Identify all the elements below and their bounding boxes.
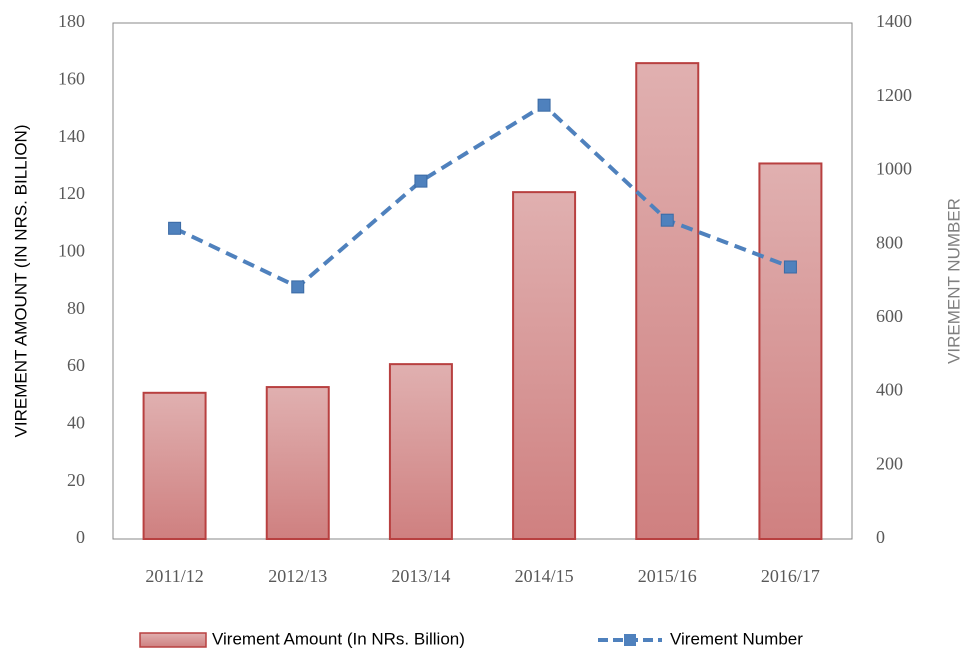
- y-tick-label: 20: [67, 470, 85, 490]
- line-marker: [537, 98, 551, 112]
- y-axis-label: VIREMENT AMOUNT (IN NRS. BILLION): [11, 125, 30, 438]
- x-tick-label: 2011/12: [145, 566, 203, 586]
- line-marker: [291, 280, 305, 294]
- legend-marker: [624, 634, 636, 646]
- x-tick-label: 2012/13: [268, 566, 327, 586]
- y2-tick-label: 1000: [876, 159, 912, 179]
- line-marker: [660, 213, 674, 227]
- y2-tick-label: 800: [876, 232, 903, 252]
- y-tick-label: 80: [67, 298, 85, 318]
- y-tick-label: 140: [58, 126, 85, 146]
- y-tick-label: 60: [67, 355, 85, 375]
- legend-label: Virement Number: [670, 629, 803, 648]
- line-marker: [168, 221, 182, 235]
- line-marker: [783, 260, 797, 274]
- x-tick-label: 2013/14: [391, 566, 450, 586]
- y-tick-label: 100: [58, 240, 85, 260]
- legend-swatch: [139, 632, 207, 648]
- line-marker: [414, 174, 428, 188]
- bar: [512, 191, 577, 540]
- bar: [142, 391, 207, 540]
- y2-tick-label: 1400: [876, 11, 912, 31]
- x-tick-label: 2014/15: [515, 566, 574, 586]
- legend-label: Virement Amount (In NRs. Billion): [212, 629, 465, 648]
- y2-tick-label: 600: [876, 306, 903, 326]
- bar: [265, 386, 330, 541]
- bar: [758, 162, 823, 540]
- plot-frame: [112, 22, 853, 540]
- x-tick-label: 2015/16: [638, 566, 697, 586]
- bar: [388, 363, 453, 540]
- y2-tick-label: 400: [876, 380, 903, 400]
- y2-tick-label: 0: [876, 527, 885, 547]
- y2-tick-label: 200: [876, 453, 903, 473]
- y-tick-label: 0: [76, 527, 85, 547]
- y2-tick-label: 1200: [876, 85, 912, 105]
- y2-axis-label: VIREMENT NUMBER: [944, 198, 963, 364]
- bar: [635, 62, 700, 541]
- y-tick-label: 120: [58, 183, 85, 203]
- y-tick-label: 180: [58, 11, 85, 31]
- y-tick-label: 160: [58, 68, 85, 88]
- line: [173, 102, 792, 290]
- x-tick-label: 2016/17: [761, 566, 820, 586]
- y-tick-label: 40: [67, 412, 85, 432]
